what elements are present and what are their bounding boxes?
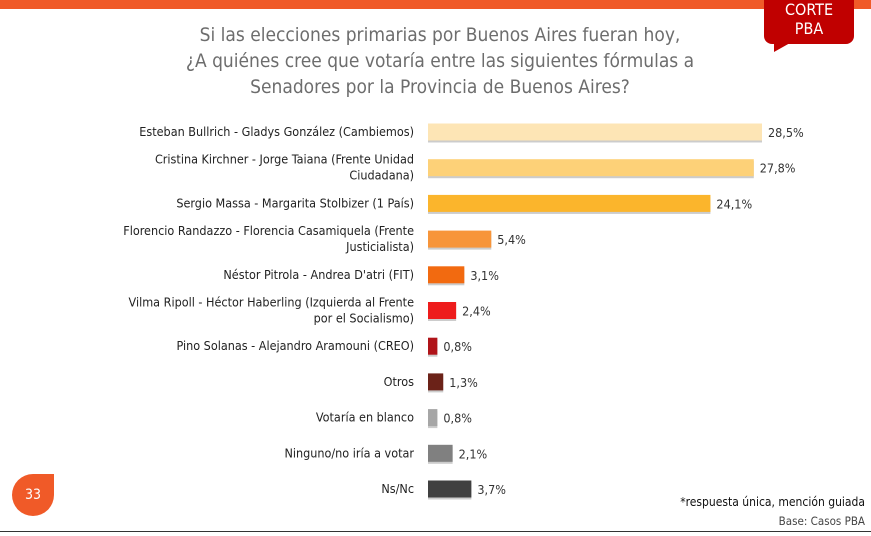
category-label: por el Socialismo)	[314, 311, 414, 326]
base-note: Base: Casos PBA	[778, 514, 865, 528]
bar	[428, 123, 762, 141]
bar	[428, 373, 444, 391]
category-label: Ns/Nc	[381, 481, 414, 496]
value-label: 27,8%	[760, 161, 796, 176]
value-label: 0,8%	[443, 339, 472, 354]
bar	[428, 480, 472, 498]
bottom-divider	[0, 531, 871, 532]
value-label: 24,1%	[716, 196, 752, 211]
category-label: Néstor Pitrola - Andrea D'atri (FIT)	[223, 267, 414, 282]
category-label: Pino Solanas - Alejandro Aramouni (CREO)	[176, 338, 414, 353]
value-label: 5,4%	[497, 232, 526, 247]
category-label: Ciudadana)	[349, 168, 414, 183]
value-label: 0,8%	[443, 411, 472, 426]
category-label: Ninguno/no iría a votar	[284, 445, 414, 460]
category-label: Cristina Kirchner - Jorge Taiana (Frente…	[155, 152, 414, 167]
bar	[428, 337, 438, 355]
category-label: Esteban Bullrich - Gladys González (Camb…	[139, 124, 414, 139]
bar	[428, 266, 465, 284]
badge-line2: PBA	[794, 19, 824, 38]
category-label: Justicialista)	[345, 239, 414, 254]
title-line: Senadores por la Provincia de Buenos Air…	[250, 76, 630, 98]
bar	[428, 159, 754, 177]
chart-title: Si las elecciones primarias por Buenos A…	[130, 22, 750, 100]
page-number: 33	[12, 474, 54, 516]
category-label: Florencio Randazzo - Florencia Casamique…	[123, 223, 414, 238]
badge-line1: CORTE	[784, 0, 834, 19]
category-label: Votaría en blanco	[316, 410, 414, 425]
value-label: 3,1%	[470, 268, 499, 283]
category-label: Vilma Ripoll - Héctor Haberling (Izquier…	[129, 295, 415, 310]
value-label: 1,3%	[449, 375, 478, 390]
bar	[428, 230, 492, 248]
value-label: 2,4%	[462, 304, 491, 319]
category-label: Sergio Massa - Margarita Stolbizer (1 Pa…	[176, 195, 414, 210]
footnote: *respuesta única, mención guiada	[680, 495, 865, 509]
category-label: Otros	[384, 374, 414, 389]
title-line: Si las elecciones primarias por Buenos A…	[199, 24, 681, 46]
bar	[428, 302, 457, 319]
value-label: 3,7%	[477, 482, 506, 497]
value-label: 2,1%	[459, 446, 488, 461]
bar	[428, 194, 711, 212]
title-line: ¿A quiénes cree que votaría entre las si…	[185, 50, 695, 72]
top-bar	[0, 0, 871, 9]
value-label: 28,5%	[768, 125, 804, 140]
bar	[428, 444, 453, 462]
bar	[428, 409, 438, 427]
corte-pba-badge: CORTE PBA	[764, 0, 854, 52]
